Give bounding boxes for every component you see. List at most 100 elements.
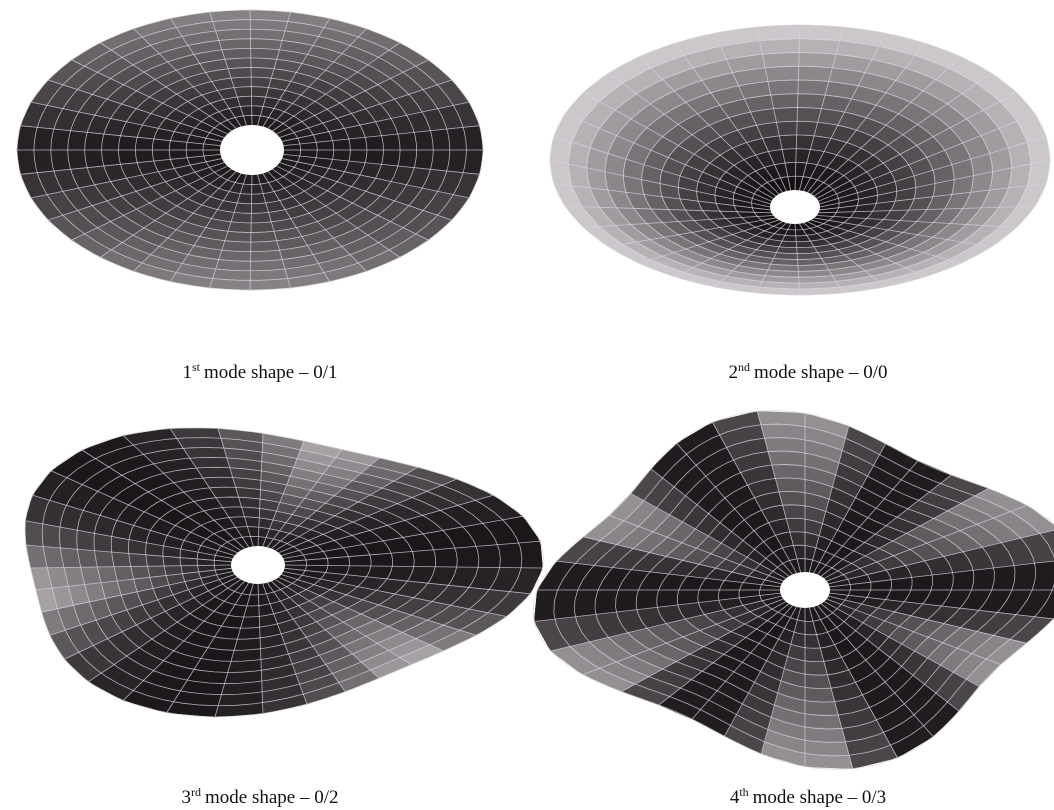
ordinal-suffix: st [192,360,200,374]
mesh-cell [616,590,638,612]
mesh-cell [146,555,164,566]
mesh-cell [414,150,433,169]
center-hole [220,125,284,175]
center-hole [770,190,820,224]
mesh-cell [177,438,224,448]
mesh-cell [805,687,835,701]
mesh-cell [455,546,478,567]
mesh-cell [951,570,973,590]
mesh-cell [102,134,121,150]
mesh-cell [775,478,805,492]
mesh-cell [349,150,367,163]
mesh-cell [799,53,836,68]
mesh-cell [102,150,121,166]
ordinal: 2 [728,362,738,383]
mesh-cell [85,150,104,168]
mode-shapes [0,0,1054,810]
mesh-cell [68,150,87,169]
mesh-cell [799,39,840,55]
caption-text: mode shape – 0/2 [205,787,339,808]
mesh-cell [759,39,799,55]
mesh-cell [798,94,826,109]
mesh-cell [251,58,277,69]
mesh-cell [381,150,400,166]
mesh-cell [414,131,433,150]
mesh-cell [135,150,153,163]
mesh-cell [498,543,522,568]
mesh-cell [798,80,829,95]
figure: 1stmode shape – 0/1 2ndmode shape – 0/0 … [0,0,1054,810]
mesh-cell [391,551,414,566]
mesh-cell [251,68,274,79]
mesh-cell [398,150,417,168]
ordinal: 1 [182,362,192,383]
mesh-cell [119,150,138,164]
mesh-cell [771,94,798,109]
mesh-cell [251,231,277,242]
mesh-cell [575,590,598,617]
mesh-cell [228,68,251,79]
ordinal-suffix: rd [191,785,201,799]
caption-text: mode shape – 0/1 [204,362,338,383]
mesh-cell [1012,563,1035,590]
mesh-cell [365,136,383,150]
mesh-cell [225,231,251,242]
mesh-cell [476,545,499,568]
mesh-cell [762,53,799,68]
mesh-cell [519,541,543,568]
mesh-cell [237,627,260,639]
mesh-cell [412,550,435,567]
mesh-cell [768,452,805,467]
mesh-cell [225,58,251,69]
mesh-cell [434,548,457,567]
mesh-cell [95,551,115,567]
mesh-cell [25,521,43,547]
mesh-cell [170,428,221,438]
ordinal: 3 [181,787,191,808]
mesh-cell [370,553,393,566]
mesh-cell [805,674,831,688]
mesh-cell [774,108,798,123]
mesh-cell [365,150,383,164]
mesh-cell [231,212,251,223]
ordinal-suffix: th [739,785,748,799]
mesh-cell [60,527,77,549]
mesh-cell [135,137,153,150]
mesh-cell [228,222,251,233]
mesh-cell [757,25,800,41]
mesh-cell [768,80,798,95]
mesh-cell [800,25,844,41]
mesh-cell [765,66,799,81]
mesh-cell [596,590,618,614]
center-hole [231,546,285,584]
mesh-cell [43,524,61,548]
mesh-cell [119,136,138,150]
mesh-cell [85,132,104,150]
mesh-cell [798,66,832,81]
mesh-cell [779,492,805,506]
mesh-cell [251,222,274,233]
mesh-cell [992,566,1014,590]
caption: 3rd mode shape – 0/2 [60,785,460,809]
ordinal: 4 [730,787,740,808]
mesh-cell [398,132,417,150]
mesh-cell [129,553,148,566]
mesh-cell [349,137,367,150]
ordinal-suffix: nd [738,360,750,374]
mesh-cell [931,573,953,590]
mesh-cell [772,465,805,479]
mesh-cell [776,121,797,136]
mesh-cell [972,568,994,590]
mesh-cell [637,590,659,610]
mesh-cell [381,134,400,150]
mesh-cell [112,552,131,567]
mesh-cell [251,212,271,223]
center-hole [780,572,830,608]
mesh-cell [657,590,679,607]
mesh-cell [797,108,821,123]
caption-text: mode shape – 0/0 [754,362,888,383]
mesh-cell [231,77,251,88]
mesh-cell [131,566,150,579]
mesh-cell [68,131,87,150]
